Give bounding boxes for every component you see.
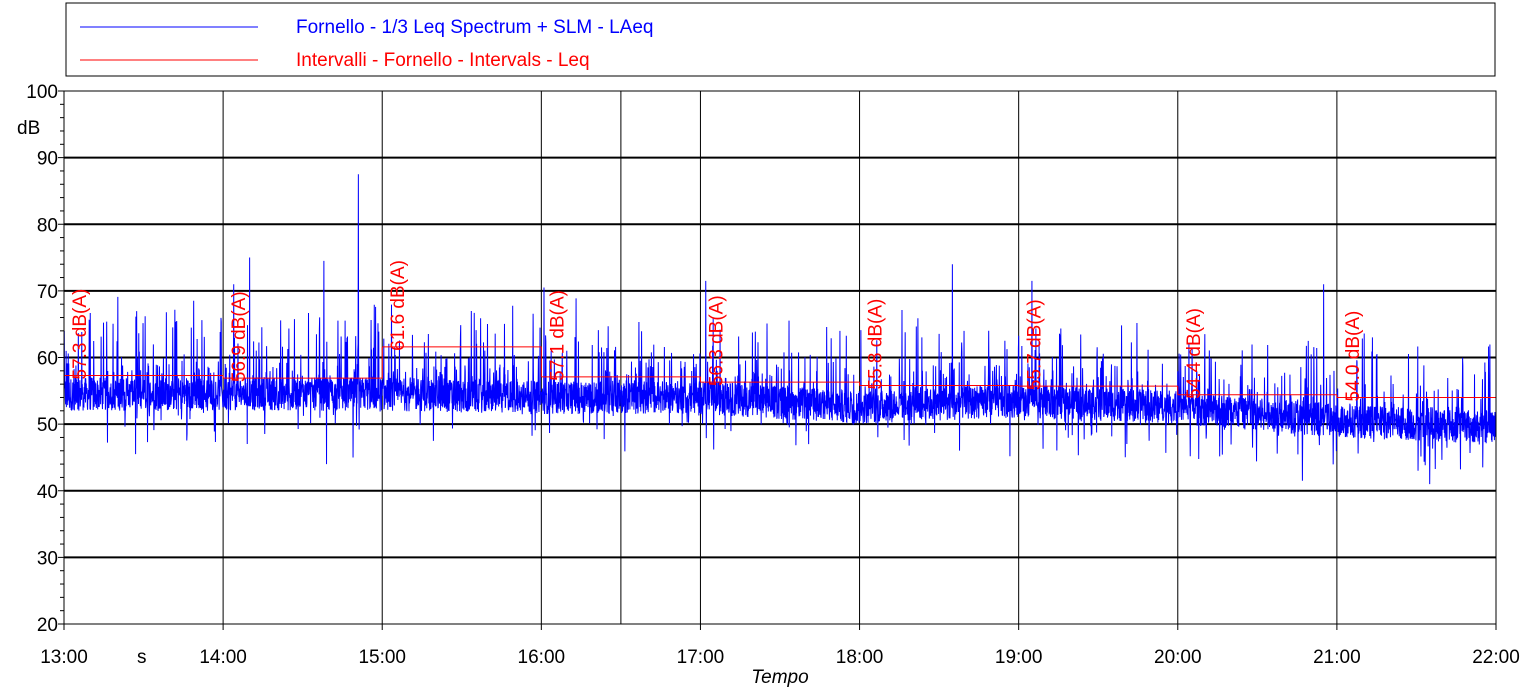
y-tick-label-80: 80 (37, 215, 58, 236)
leq-interval-series: 57.3 dB(A) 56.9 dB(A) 61.6 dB(A) 57.1 dB(A)… (64, 260, 1496, 401)
leq-interval-label-3: 61.6 dB(A) (388, 260, 409, 351)
leq-interval-label-6: 55.8 dB(A) (866, 299, 887, 390)
x-tick-label-2100: 21:00 (1313, 647, 1361, 668)
y-tick-label-100: 100 (26, 82, 58, 103)
y-tick-label-90: 90 (37, 149, 58, 170)
x-axis-unit-label: s (137, 647, 147, 668)
y-tick-label-60: 60 (37, 349, 58, 370)
leq-interval-label-5: 56.3 dB(A) (706, 295, 727, 386)
leq-interval-label-1: 57.3 dB(A) (70, 289, 91, 380)
legend-label-laeq: Fornello - 1/3 Leq Spectrum + SLM - LAeq (296, 17, 653, 38)
x-tick-label-1500: 15:00 (358, 647, 406, 668)
laeq-trace (63, 174, 1497, 485)
legend-frame (65, 2, 1496, 77)
x-tick-label-1600: 16:00 (518, 647, 566, 668)
x-tick-label-1800: 18:00 (836, 647, 884, 668)
x-tick-label-2000: 20:00 (1154, 647, 1202, 668)
x-tick-label-1700: 17:00 (677, 647, 725, 668)
axes: 20 30 40 50 60 70 80 90 100 13:00 14:00 15:00 16:00 1… (26, 82, 1519, 668)
leq-interval-label-9: 54.0 dB(A) (1343, 311, 1364, 402)
x-tick-label-1300: 13:00 (40, 647, 88, 668)
x-tick-label-2200: 22:00 (1472, 647, 1520, 668)
leq-interval-label-4: 57.1 dB(A) (547, 290, 568, 381)
x-tick-label-1400: 14:00 (199, 647, 247, 668)
laeq-series (63, 174, 1497, 485)
y-tick-label-50: 50 (37, 415, 58, 436)
y-axis-label: dB (17, 118, 40, 139)
legend-label-leq: Intervalli - Fornello - Intervals - Leq (296, 50, 590, 71)
leq-interval-label-8: 54.4 dB(A) (1184, 308, 1205, 399)
x-tick-label-1900: 19:00 (995, 647, 1043, 668)
y-tick-label-40: 40 (37, 482, 58, 503)
leq-interval-label-2: 56.9 dB(A) (229, 291, 250, 382)
y-tick-label-20: 20 (37, 615, 58, 636)
y-tick-label-70: 70 (37, 282, 58, 303)
legend: Fornello - 1/3 Leq Spectrum + SLM - LAeq… (65, 2, 1496, 77)
x-axis-label: Tempo (751, 667, 808, 688)
y-tick-label-30: 30 (37, 548, 58, 569)
leq-interval-label-7: 55.7 dB(A) (1025, 299, 1046, 390)
